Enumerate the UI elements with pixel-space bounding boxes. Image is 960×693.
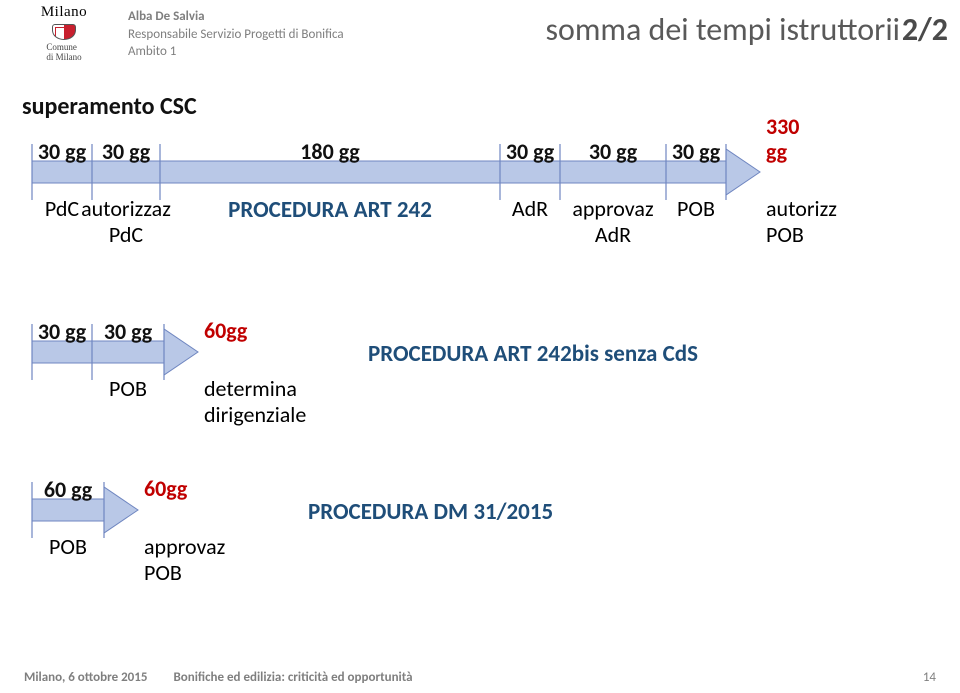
section-label: superamento CSC [22,92,197,121]
procedure-label: PROCEDURA DM 31/2015 [308,498,553,526]
segment-bottom-label: POB [8,534,128,560]
segment-bottom-label: POB [68,376,188,402]
total-days-label: 330 gg [766,114,856,165]
procedure-label: PROCEDURA ART 242bis senza CdS [368,340,698,368]
slide-footer: Milano, 6 ottobre 2015 Bonifiche ed edil… [24,670,936,685]
footer-date: Milano, 6 ottobre 2015 [24,670,147,685]
procedure-label: PROCEDURA ART 242 [190,196,470,224]
segment-top-label: 180 gg [280,138,380,165]
timeline-row-3: 60 ggPOB60ggapprovaz POBPROCEDURA DM 31/… [30,480,930,630]
author-block: Alba De Salvia Responsabile Servizio Pro… [128,8,344,61]
segment-bottom-label: POB [636,196,756,222]
segment-top-label: 30 gg [76,138,176,165]
city-name: Milano [41,4,87,21]
author-name: Alba De Salvia [128,8,344,26]
timeline-row-2: 30 gg30 ggPOB60ggdetermina dirigenzialeP… [30,322,930,472]
footer-page: 14 [923,670,936,685]
slide-header: Milano Comune di Milano Alba De Salvia R… [0,0,960,70]
end-sub-label: approvaz POB [144,534,284,587]
segment-top-label: 60 gg [18,476,118,503]
total-days-label: 60gg [204,318,294,343]
segment-bottom-label: autorizzaz PdC [66,196,186,249]
slide-page-index: 2/2 [902,10,948,49]
city-logo: Milano Comune di Milano [12,4,116,62]
footer-title: Bonifiche ed edilizia: criticità ed oppo… [173,670,412,685]
end-sub-label: determina dirigenziale [204,376,344,429]
total-days-label: 60gg [144,476,234,501]
slide-title: somma dei tempi istruttorii [545,10,900,49]
end-sub-label: autorizz POB [766,196,906,249]
segment-top-label: 30 gg [646,138,746,165]
city-sub: Comune di Milano [46,42,81,62]
timeline-row-1: 30 ggPdC30 ggautorizzaz PdC180 ggPROCEDU… [30,142,930,292]
author-unit: Ambito 1 [128,43,344,61]
city-crest-icon [52,24,76,40]
author-role: Responsabile Servizio Progetti di Bonifi… [128,26,344,44]
segment-top-label: 30 gg [78,318,178,345]
